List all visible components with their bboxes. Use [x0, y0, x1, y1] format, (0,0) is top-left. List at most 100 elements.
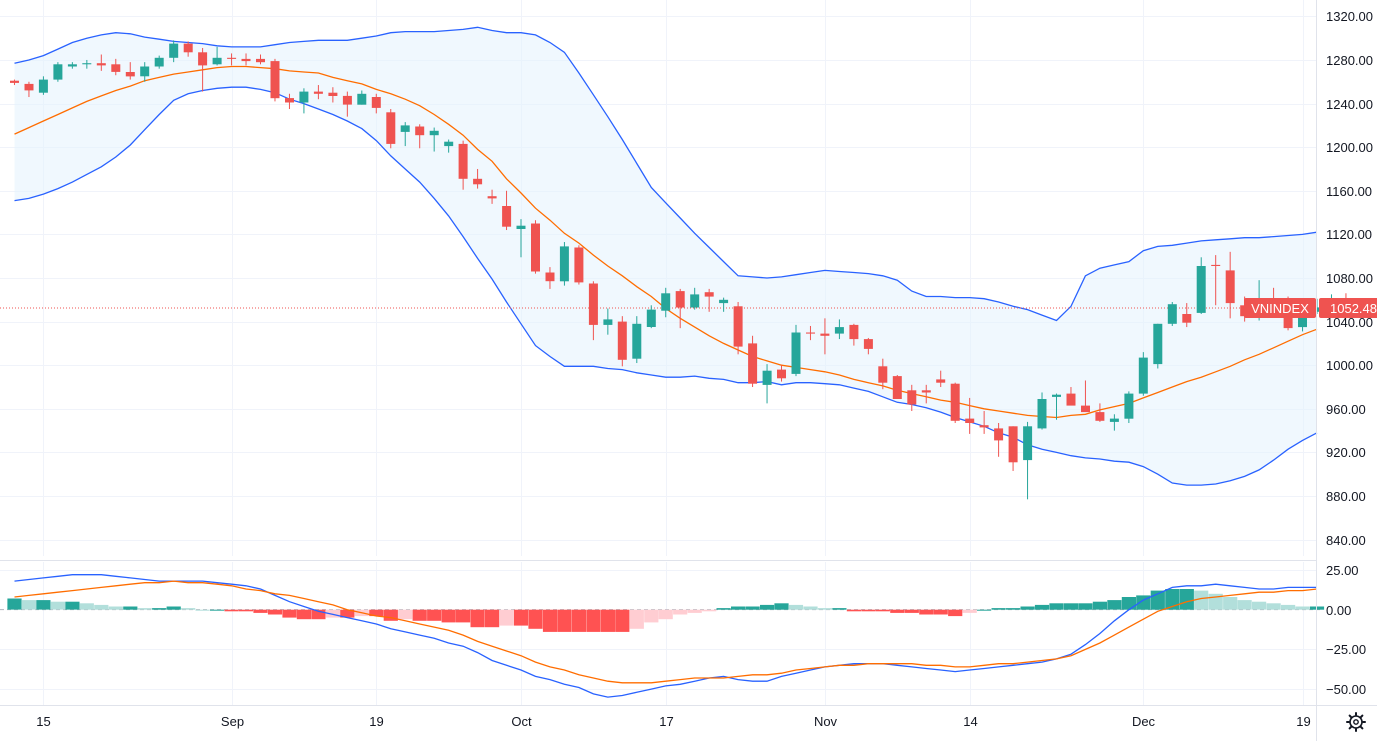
time-tick-label-4: 17 — [659, 714, 673, 729]
macd-hist-bar-52 — [760, 604, 775, 610]
macd-hist-bar-67 — [977, 609, 992, 611]
candle-body-1 — [24, 83, 34, 91]
candle-body-73 — [1066, 393, 1076, 406]
macd-hist-bar-55 — [803, 606, 818, 610]
price-tick-label-3: 960.00 — [1326, 402, 1366, 417]
macd-hist-bar-4 — [65, 601, 80, 610]
macd-hist-bar-68 — [991, 608, 1006, 610]
macd-hist-bar-64 — [933, 609, 948, 615]
candle-body-55 — [806, 332, 815, 334]
macd-hist-bar-61 — [890, 609, 905, 613]
macd-hist-bar-22 — [325, 609, 340, 618]
macd-layer — [0, 574, 1325, 698]
macd-hist-bar-43 — [629, 609, 644, 629]
candle-body-6 — [96, 63, 106, 66]
candle-body-41 — [603, 319, 613, 325]
macd-hist-bar-8 — [123, 606, 138, 610]
macd-hist-bar-26 — [383, 609, 398, 621]
candle-body-62 — [907, 390, 917, 405]
candle-body-21 — [313, 91, 323, 94]
macd-hist-bar-36 — [528, 609, 543, 629]
macd-hist-bar-73 — [1063, 603, 1079, 610]
candle-body-80 — [1167, 304, 1177, 324]
macd-hist-bar-88 — [1281, 604, 1296, 610]
macd-hist-bar-60 — [875, 609, 890, 612]
time-tick-label-5: Nov — [814, 714, 838, 729]
candle-body-70 — [1023, 426, 1033, 461]
candle-body-48 — [704, 292, 714, 297]
macd-tick-label-2: −25.00 — [1326, 642, 1366, 657]
macd-hist-bar-57 — [832, 608, 847, 610]
price-tag-group: VNINDEX 1052.48 — [1244, 298, 1377, 318]
macd-hist-bar-63 — [919, 609, 934, 615]
macd-hist-bar-66 — [962, 609, 977, 613]
candle-body-26 — [386, 112, 396, 144]
macd-hist-bar-87 — [1266, 603, 1281, 610]
candle-body-9 — [140, 66, 150, 77]
candle-body-76 — [1109, 418, 1119, 422]
settings-button[interactable] — [1346, 712, 1366, 732]
candle-body-81 — [1182, 314, 1192, 323]
macd-hist-bar-12 — [181, 608, 196, 610]
candle-body-75 — [1095, 412, 1105, 421]
macd-hist-bar-74 — [1078, 603, 1093, 610]
macd-hist-bar-49 — [716, 608, 731, 610]
candle-body-32 — [473, 178, 483, 185]
candle-body-19 — [285, 98, 294, 103]
macd-tick-label-0: 25.00 — [1326, 563, 1359, 578]
macd-hist-bar-47 — [687, 609, 702, 613]
price-tick-label-2: 920.00 — [1326, 445, 1366, 460]
macd-hist-bar-53 — [774, 603, 789, 610]
macd-hist-bar-81 — [1179, 589, 1194, 610]
candle-body-84 — [1225, 270, 1235, 304]
bollinger-lower-line — [14, 86, 1318, 486]
macd-hist-bar-50 — [731, 606, 746, 610]
macd-hist-bar-17 — [253, 609, 268, 613]
candle-body-17 — [256, 58, 265, 63]
candle-body-20 — [299, 91, 309, 103]
candle-body-0 — [10, 80, 19, 83]
macd-hist-bar-0 — [7, 598, 22, 610]
candle-body-45 — [661, 293, 671, 311]
last-price-tag-box — [1319, 298, 1377, 318]
candle-layer — [10, 40, 1351, 500]
candle-body-57 — [834, 327, 844, 334]
macd-hist-bar-13 — [195, 609, 210, 611]
macd-hist-bar-27 — [398, 609, 413, 620]
symbol-tag-label: VNINDEX — [1251, 301, 1309, 316]
candle-body-3 — [53, 64, 63, 80]
macd-hist-bar-28 — [412, 609, 427, 621]
candle-body-5 — [82, 63, 92, 65]
symbol-tag-box — [1244, 298, 1316, 318]
macd-hist-bar-33 — [485, 609, 500, 628]
candle-body-23 — [342, 95, 352, 105]
macd-hist-bar-30 — [441, 609, 456, 623]
macd-hist-bar-14 — [210, 609, 225, 611]
macd-hist-bar-29 — [427, 609, 442, 621]
price-tick-label-9: 1200.00 — [1326, 140, 1373, 155]
time-tick-label-0: 15 — [36, 714, 50, 729]
macd-hist-bar-10 — [152, 608, 167, 610]
candle-body-77 — [1124, 393, 1134, 419]
macd-hist-bar-84 — [1223, 597, 1238, 610]
candle-body-38 — [559, 246, 569, 282]
price-tick-label-10: 1240.00 — [1326, 97, 1373, 112]
candle-body-34 — [502, 206, 512, 227]
candle-body-60 — [878, 366, 888, 383]
candle-body-37 — [545, 272, 555, 282]
macd-hist-bar-58 — [846, 609, 861, 612]
last-price-tag-label: 1052.48 — [1330, 301, 1377, 316]
candle-body-39 — [574, 247, 584, 283]
candle-body-14 — [212, 57, 222, 65]
macd-hist-bar-25 — [369, 609, 384, 617]
candle-body-66 — [965, 418, 975, 423]
macd-hist-bar-38 — [557, 609, 572, 632]
candle-body-13 — [198, 52, 208, 66]
bollinger-layer — [0, 26, 1318, 486]
candle-body-15 — [227, 57, 237, 59]
macd-hist-bar-62 — [904, 609, 919, 613]
candle-body-24 — [357, 93, 367, 105]
candle-body-72 — [1052, 394, 1061, 397]
macd-hist-bar-71 — [1034, 604, 1050, 610]
